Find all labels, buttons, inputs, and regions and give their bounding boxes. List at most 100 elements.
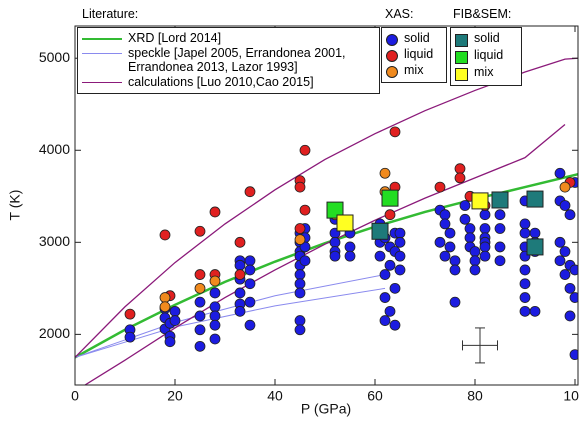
point (394, 236, 406, 248)
plot-area (75, 57, 578, 385)
y-tick-label: 4000 (39, 141, 70, 157)
legend-item: XRD [Lord 2014] (82, 31, 375, 45)
legend-swatch (455, 34, 468, 47)
x-tick-label: 0 (71, 388, 79, 404)
point (194, 310, 206, 322)
point (519, 218, 531, 230)
point (299, 144, 311, 156)
square-point (371, 222, 389, 240)
point (159, 301, 171, 313)
point (559, 181, 571, 193)
legend-item: speckle [Japel 2005, Errandonea 2001, Er… (82, 46, 375, 74)
x-tick-label: 20 (167, 388, 183, 404)
point (529, 227, 541, 239)
point (434, 181, 446, 193)
point (159, 229, 171, 241)
point (459, 213, 471, 225)
legend-item: mix (386, 63, 442, 78)
legend-label: liquid (474, 48, 504, 62)
point (194, 269, 206, 280)
square-point (526, 238, 544, 256)
legend-title: XAS: (385, 7, 414, 21)
point (294, 287, 306, 299)
curve (75, 274, 386, 358)
plot-frame (74, 25, 579, 386)
point (454, 163, 466, 175)
point (294, 223, 306, 234)
legend-item: mix (455, 65, 517, 81)
square-point (326, 201, 344, 219)
x-axis-label: P (GPa) (301, 401, 351, 417)
point (384, 209, 396, 221)
point (294, 278, 306, 290)
point (569, 292, 578, 303)
point (124, 308, 136, 320)
point (519, 278, 531, 290)
point (234, 269, 246, 280)
point (379, 167, 391, 179)
point (159, 292, 171, 303)
point (169, 305, 181, 317)
point (529, 305, 541, 317)
legend-swatch (455, 68, 468, 81)
point (329, 250, 341, 262)
point (479, 209, 491, 221)
legend-swatch (82, 38, 122, 40)
legend-label: calculations [Luo 2010,Cao 2015] (128, 75, 314, 89)
point (494, 255, 506, 267)
point (299, 204, 311, 216)
point (379, 292, 391, 303)
point (169, 315, 181, 326)
point (439, 218, 451, 230)
y-tick-label: 3000 (39, 233, 70, 249)
legend-swatch (386, 66, 398, 78)
legend-item: solid (455, 31, 517, 47)
point (244, 296, 256, 308)
point (564, 209, 576, 221)
legend-box: XRD [Lord 2014] speckle [Japel 2005, Erra… (77, 27, 380, 94)
legend-swatch (82, 53, 122, 54)
point (439, 209, 451, 221)
point (569, 349, 578, 361)
point (344, 250, 356, 262)
legend-label: solid (474, 31, 500, 45)
legend-label: mix (474, 65, 494, 79)
point (194, 324, 206, 336)
legend-label: mix (404, 63, 424, 77)
point (209, 319, 221, 331)
y-axis-label: T (K) (7, 190, 23, 221)
point (519, 264, 531, 276)
point (209, 301, 221, 313)
legend-title: Literature: (82, 7, 139, 21)
point (384, 259, 396, 271)
point (519, 292, 531, 303)
point (384, 305, 396, 317)
point (299, 255, 311, 267)
x-tick-label: 80 (467, 388, 483, 404)
legend-swatch (386, 34, 398, 46)
point (234, 287, 246, 299)
point (554, 236, 566, 248)
point (449, 264, 461, 276)
x-tick-label: 60 (367, 388, 383, 404)
point (209, 206, 221, 218)
point (479, 241, 491, 253)
point (559, 200, 571, 211)
point (374, 250, 386, 262)
point (244, 278, 256, 290)
point (194, 282, 206, 294)
point (519, 305, 531, 317)
legend-label: speckle [Japel 2005, Errandonea 2001, Er… (128, 46, 346, 74)
legend-item: liquid (386, 47, 442, 62)
legend-item: liquid (455, 48, 517, 64)
point (469, 255, 481, 267)
point (394, 227, 406, 239)
point (564, 282, 576, 294)
point (494, 241, 506, 253)
legend-swatch (82, 82, 122, 83)
legend-label: liquid (404, 47, 434, 61)
point (459, 200, 471, 211)
point (449, 255, 461, 267)
